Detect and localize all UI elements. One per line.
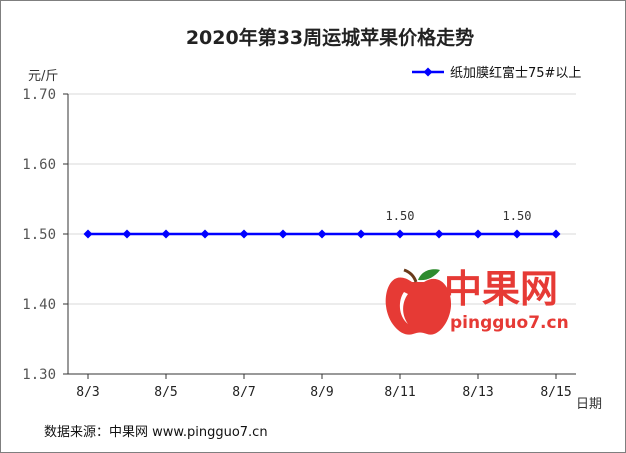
data-point (512, 229, 522, 239)
x-tick-label: 8/15 (540, 385, 571, 400)
legend: 纸加膜红富士75#以上 (412, 65, 581, 81)
data-labels: 1.50 1.50 (386, 209, 532, 223)
legend-marker-swatch (423, 67, 433, 77)
data-label: 1.50 (503, 209, 532, 223)
legend-item-label: 纸加膜红富士75#以上 (450, 65, 581, 81)
data-point (473, 229, 483, 239)
x-tick-label: 8/9 (310, 385, 333, 400)
x-axis-label: 日期 (576, 397, 602, 412)
data-point (551, 229, 561, 239)
data-point (434, 229, 444, 239)
data-point (317, 229, 327, 239)
x-tick-label: 8/13 (462, 385, 493, 400)
data-point (239, 229, 249, 239)
data-point (200, 229, 210, 239)
series-group (83, 229, 561, 239)
data-point (161, 229, 171, 239)
watermark: 中果网 pingguo7.cn (385, 267, 569, 335)
y-axis-label: 元/斤 (28, 69, 58, 84)
y-tick-labels: 1.30 1.40 1.50 1.60 1.70 (22, 87, 56, 383)
x-tick-label: 8/11 (384, 385, 415, 400)
data-point (122, 229, 132, 239)
x-tick-label: 8/7 (232, 385, 255, 400)
y-tick-label: 1.40 (22, 297, 56, 313)
axes (63, 93, 576, 379)
x-tick-label: 8/3 (76, 385, 99, 400)
data-point (395, 229, 405, 239)
data-source: 数据来源：中果网 www.pingguo7.cn (44, 425, 268, 440)
x-tick-label: 8/5 (154, 385, 177, 400)
y-tick-label: 1.60 (22, 157, 56, 173)
data-label: 1.50 (386, 209, 415, 223)
watermark-name: 中果网 (444, 267, 558, 311)
y-tick-label: 1.30 (22, 367, 56, 383)
data-point (356, 229, 366, 239)
chart-title: 2020年第33周运城苹果价格走势 (186, 26, 474, 49)
data-point (83, 229, 93, 239)
x-tick-labels: 8/3 8/5 8/7 8/9 8/11 8/13 8/15 (76, 385, 571, 400)
y-tick-label: 1.70 (22, 87, 56, 103)
data-point (278, 229, 288, 239)
apple-icon (385, 268, 452, 335)
watermark-url: pingguo7.cn (450, 313, 569, 333)
y-tick-label: 1.50 (22, 227, 56, 243)
